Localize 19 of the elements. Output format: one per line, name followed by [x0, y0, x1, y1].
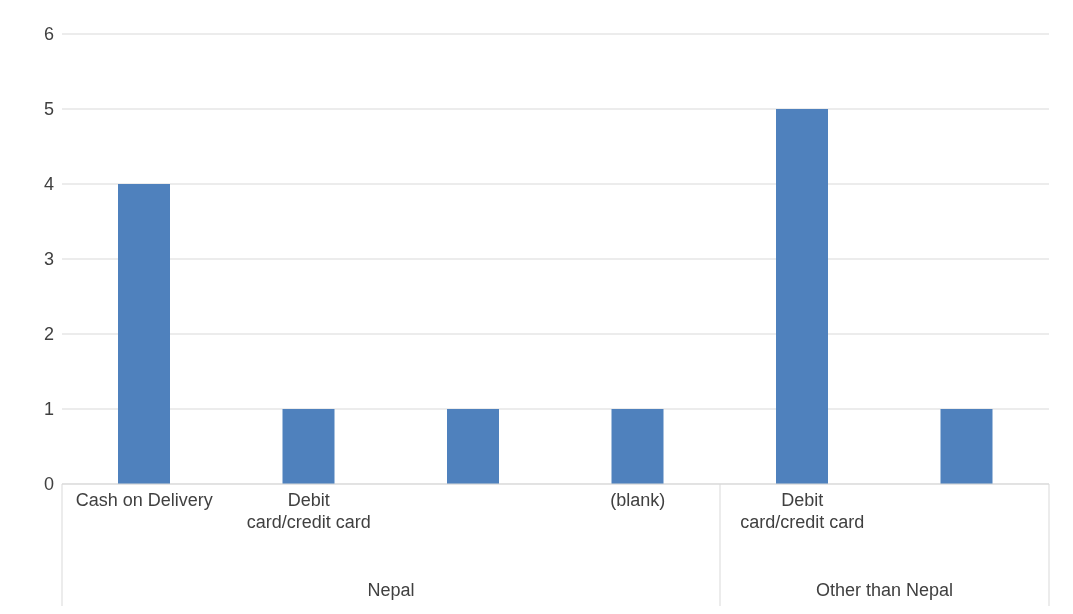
y-tick-label: 6	[43, 24, 54, 45]
x-tick-label: Debit card/credit card	[740, 490, 865, 532]
y-tick-label: 5	[43, 99, 54, 120]
x-tick-label: Debit card/credit card	[246, 490, 371, 532]
y-tick-label: 4	[43, 174, 54, 195]
y-tick-label: 3	[43, 249, 54, 270]
bar	[940, 409, 993, 484]
bar	[611, 409, 664, 484]
x-tick-label: (blank)	[610, 490, 666, 510]
text: Nepal	[367, 580, 415, 600]
y-tick-label: 0	[43, 474, 54, 495]
bar	[118, 184, 170, 484]
bar	[776, 109, 828, 484]
y-tick-label: 2	[43, 324, 54, 345]
y-tick-label: 1	[43, 399, 54, 420]
bar	[282, 409, 335, 484]
bar	[447, 409, 499, 484]
x-tick-label: Cash on Delivery	[75, 490, 213, 510]
text: Other than Nepal	[815, 580, 954, 600]
